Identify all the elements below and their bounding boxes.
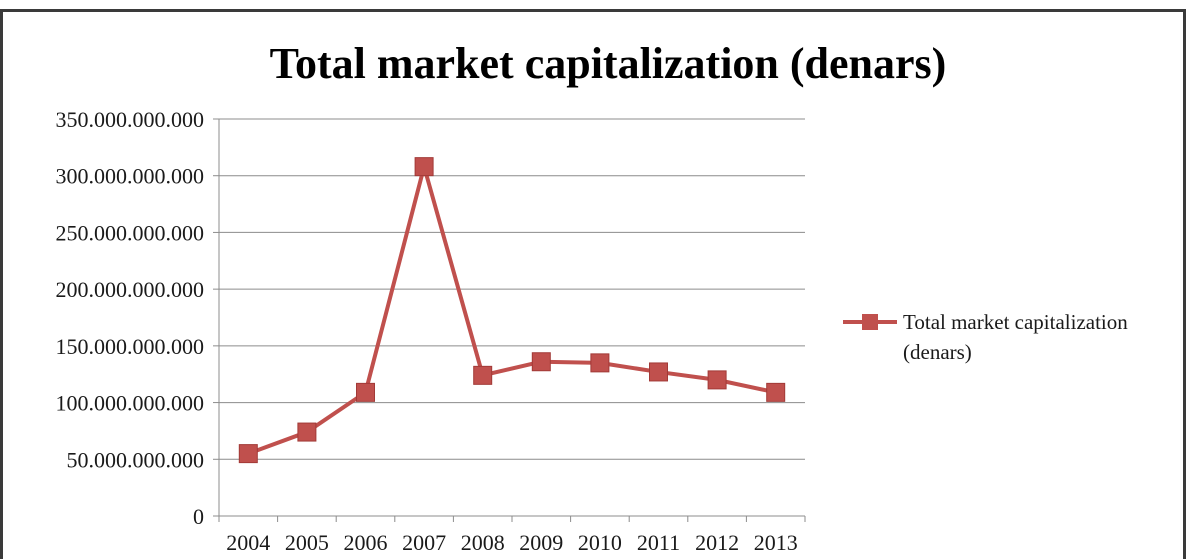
x-tick-label: 2012 (695, 530, 739, 555)
data-point-marker (766, 382, 786, 402)
data-point-marker (238, 444, 258, 464)
legend-label: Total market capitalization (903, 310, 1128, 334)
x-tick-label: 2006 (344, 530, 388, 555)
chart-title: Total market capitalization (denars) (270, 39, 947, 88)
data-point-marker (356, 382, 375, 402)
legend-label: (denars) (903, 340, 972, 364)
data-point-marker (707, 370, 727, 390)
data-point-marker (590, 353, 610, 373)
data-series (238, 157, 786, 464)
chart-frame (0, 9, 1186, 559)
x-tick-label: 2005 (285, 530, 329, 555)
x-tick-label: 2010 (578, 530, 622, 555)
x-axis-tick-labels: 2004 2005 2006 2007 2008 2009 2010 2011 2012 2013 (226, 530, 797, 555)
x-tick-label: 2007 (402, 530, 446, 555)
x-tick-label: 2008 (461, 530, 505, 555)
y-tick-label: 350.000.000.000 (56, 107, 205, 132)
grid-lines (219, 118, 805, 460)
y-tick-label: 50.000.000.000 (67, 447, 205, 472)
data-point-marker (649, 362, 668, 382)
axes (213, 118, 806, 522)
y-tick-label: 300.000.000.000 (56, 164, 205, 189)
legend-marker-swatch (862, 314, 878, 330)
y-tick-label: 0 (193, 504, 204, 529)
data-point-marker (531, 352, 551, 372)
data-point-marker (297, 422, 317, 442)
y-tick-label: 100.000.000.000 (56, 391, 205, 416)
x-tick-label: 2004 (226, 530, 270, 555)
data-point-marker (414, 157, 434, 177)
x-tick-label: 2011 (637, 530, 680, 555)
x-tick-label: 2009 (519, 530, 563, 555)
x-tick-label: 2013 (754, 530, 798, 555)
y-tick-label: 150.000.000.000 (56, 334, 205, 359)
series-line (247, 164, 777, 456)
y-tick-label: 250.000.000.000 (56, 220, 205, 245)
y-axis-tick-labels: 0 50.000.000.000 100.000.000.000 150.000.00… (56, 107, 205, 529)
y-tick-label: 200.000.000.000 (56, 277, 205, 302)
data-point-marker (473, 365, 493, 385)
legend: Total market capitalization (denars) (843, 310, 1128, 364)
